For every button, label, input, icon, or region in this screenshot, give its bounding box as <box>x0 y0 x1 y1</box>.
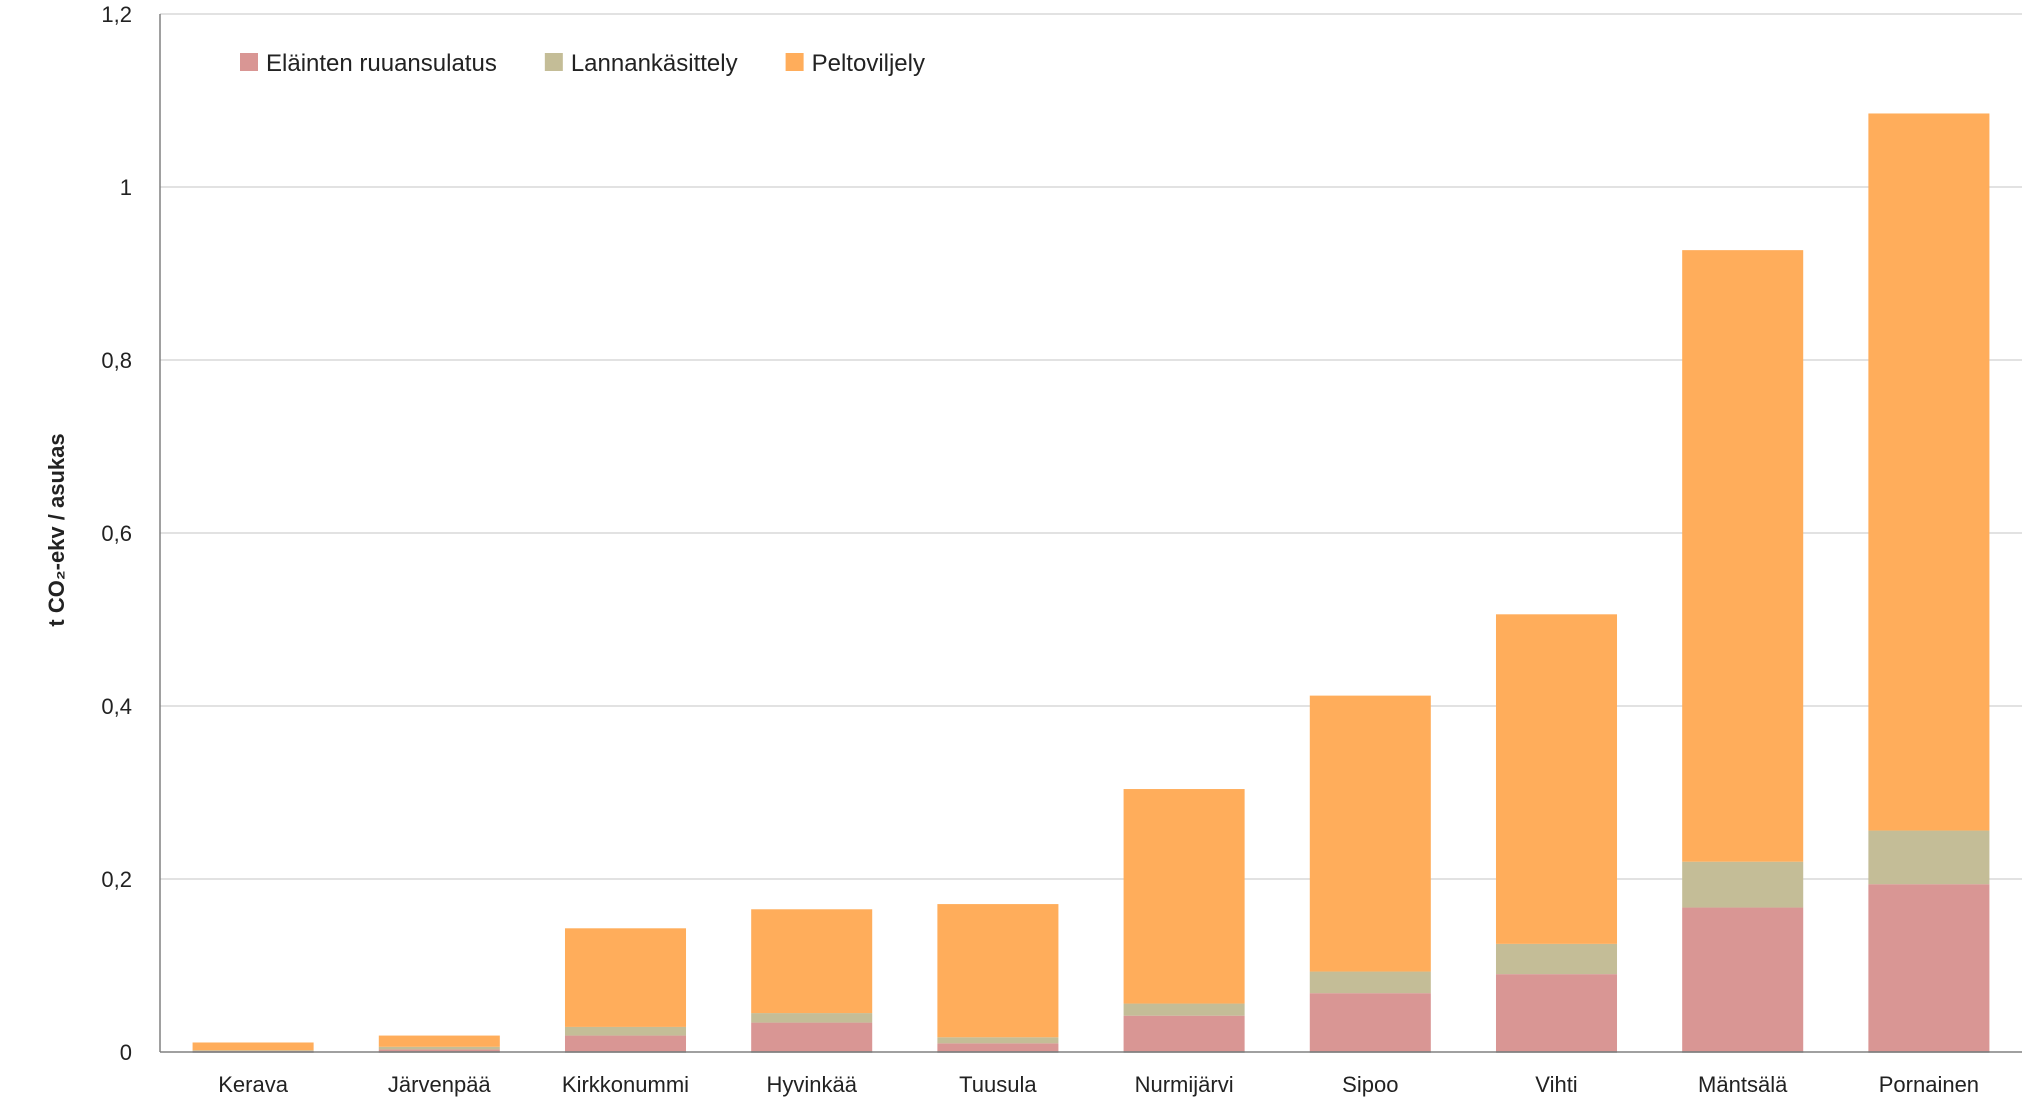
x-category-label: Sipoo <box>1342 1072 1398 1097</box>
x-category-label: Vihti <box>1535 1072 1577 1097</box>
bar-segment <box>1309 695 1431 972</box>
bar-segment <box>1123 1015 1245 1052</box>
legend-swatch <box>240 53 258 71</box>
bar-segment <box>751 1022 873 1052</box>
x-category-label: Nurmijärvi <box>1135 1072 1234 1097</box>
y-tick-label: 0 <box>120 1040 132 1065</box>
legend-entry: Lannankäsittely <box>571 50 738 77</box>
bar-segment <box>1495 974 1618 1052</box>
y-axis-label: t CO₂-ekv / asukas <box>44 433 69 626</box>
bar-segment <box>564 1035 687 1052</box>
y-tick-label: 0,6 <box>101 521 132 546</box>
bar-segment <box>1123 1003 1245 1016</box>
x-category-label: Tuusula <box>959 1072 1037 1097</box>
bar-segment <box>1309 993 1431 1052</box>
bar-segment <box>378 1046 500 1050</box>
legend: Eläinten ruuansulatus Lannankäsittely Pelt… <box>240 50 925 77</box>
y-tick-label: 1,2 <box>101 2 132 27</box>
bar-segment <box>1682 861 1804 908</box>
bar-segment <box>1309 971 1431 994</box>
x-category-label: Hyvinkää <box>766 1072 857 1097</box>
bar-segment <box>1682 250 1804 862</box>
y-tick-label: 0,2 <box>101 867 132 892</box>
bar-segment <box>751 909 873 1014</box>
x-category-label: Pornainen <box>1879 1072 1979 1097</box>
bar-segment <box>1495 614 1618 944</box>
y-tick-label: 0,8 <box>101 348 132 373</box>
x-category-labels: Kerava Järvenpää Kirkkonummi Hyvinkää Tuusul… <box>218 1072 1979 1097</box>
bar-segment <box>937 1037 1059 1044</box>
y-tick-label: 0,4 <box>101 694 132 719</box>
legend-entry: Peltoviljely <box>812 50 925 77</box>
bar-segment <box>1868 830 1990 885</box>
bar-segment <box>1123 789 1245 1004</box>
x-category-label: Kerava <box>218 1072 288 1097</box>
legend-entry: Eläinten ruuansulatus <box>266 50 497 77</box>
axes <box>159 14 2022 1053</box>
legend-swatch <box>785 53 804 71</box>
bar-segment <box>937 1043 1059 1052</box>
bar-segment <box>564 1026 687 1036</box>
bar-segment <box>564 928 687 1027</box>
bar-segment <box>378 1049 500 1052</box>
x-category-label: Järvenpää <box>388 1072 492 1097</box>
y-tick-labels: 0 0,2 0,4 0,6 0,8 1 1,2 <box>101 2 132 1065</box>
bar-segment <box>192 1050 314 1052</box>
bar-segment <box>1868 884 1990 1052</box>
y-tick-label: 1 <box>120 175 132 200</box>
bar-segment <box>192 1042 314 1051</box>
x-category-label: Mäntsälä <box>1698 1072 1788 1097</box>
bar-segment <box>1682 907 1804 1052</box>
bar-segment <box>378 1035 500 1047</box>
legend-swatch <box>544 53 563 71</box>
x-category-label: Kirkkonummi <box>562 1072 689 1097</box>
bars <box>192 113 1990 1052</box>
bar-segment <box>751 1013 873 1023</box>
bar-segment <box>1868 113 1990 831</box>
bar-segment <box>1495 943 1618 975</box>
bar-segment <box>937 904 1059 1038</box>
